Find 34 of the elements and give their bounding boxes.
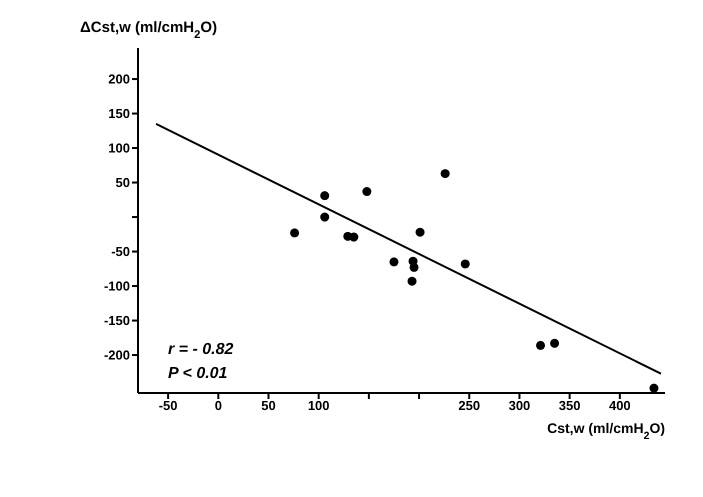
point — [408, 276, 417, 286]
point — [440, 169, 450, 178]
point — [349, 232, 358, 242]
point — [320, 212, 330, 222]
y-tick-label: -100 — [104, 278, 130, 294]
point — [320, 191, 330, 200]
y-axis-title: ΔCst,w (ml/cmH$_{2}$O) — [80, 19, 218, 41]
point — [362, 187, 372, 196]
point — [416, 228, 425, 237]
x-tick-label: 350 — [558, 398, 580, 414]
point — [649, 384, 658, 393]
point — [536, 340, 546, 350]
annotation: r = - 0.82 — [168, 340, 234, 360]
point — [290, 228, 300, 238]
y-tick-label: 150 — [108, 106, 130, 122]
y-tick-label: 50 — [116, 175, 130, 190]
annotation: P < 0.01 — [168, 364, 228, 384]
x-tick-label: 0 — [214, 398, 222, 414]
x-tick-label: -50 — [158, 398, 178, 414]
x-tick-label: 300 — [508, 398, 530, 414]
point — [389, 257, 398, 266]
x-axis-title: Cst,w (ml/cmH$_{2}$O) — [547, 420, 665, 442]
point — [460, 259, 470, 268]
x-tick-label: 50 — [261, 398, 276, 414]
y-tick-label: -150 — [104, 313, 130, 328]
y-tick-label: 100 — [108, 140, 130, 156]
y-tick-label: 200 — [108, 72, 130, 87]
x-tick-label: 400 — [608, 398, 631, 414]
point — [410, 262, 419, 272]
y-tick-label: -200 — [104, 348, 130, 363]
x-tick-label: 100 — [308, 398, 330, 414]
x-tick-label: 250 — [458, 398, 480, 414]
y-tick-label: -50 — [111, 244, 130, 260]
point — [550, 338, 560, 348]
